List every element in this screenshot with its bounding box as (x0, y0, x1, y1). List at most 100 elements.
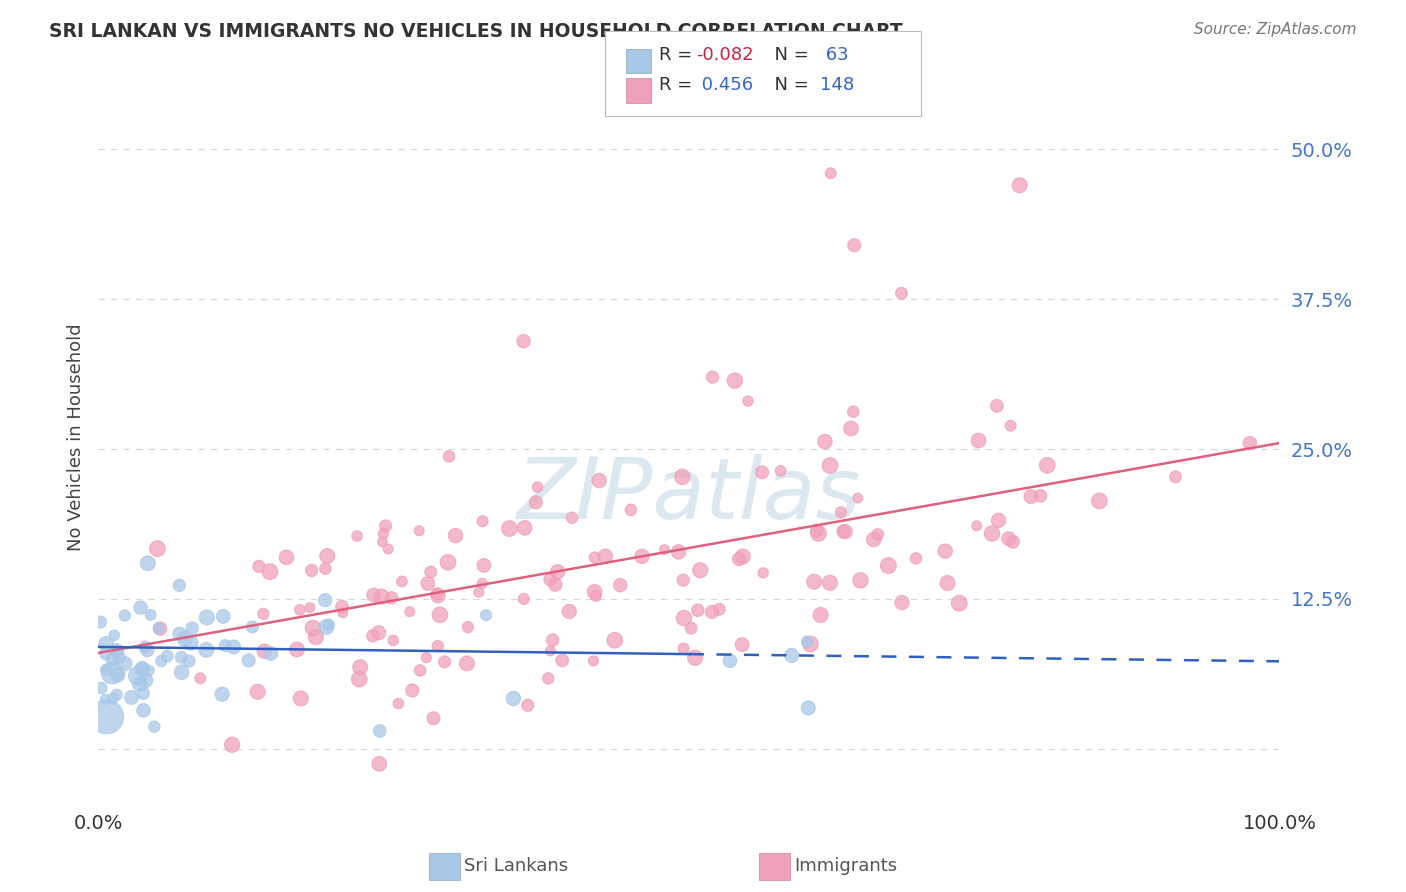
Point (1001, 534, 1024, 549)
Point (513, 521, 536, 535)
Point (132, 703, 155, 717)
Point (132, 686, 155, 700)
Point (105, 688, 128, 702)
Point (471, 576, 494, 591)
Point (551, 653, 574, 667)
Point (401, 683, 423, 698)
Text: Sri Lankans: Sri Lankans (464, 857, 568, 875)
Point (316, 549, 339, 563)
Point (94, 692, 117, 706)
Point (247, 559, 270, 574)
Point (426, 587, 449, 601)
Point (426, 639, 449, 653)
Point (222, 640, 245, 654)
Point (408, 524, 430, 538)
Point (936, 576, 959, 591)
Point (585, 589, 607, 603)
Point (582, 654, 605, 668)
Point (318, 617, 340, 632)
Point (429, 607, 451, 622)
Point (502, 691, 524, 706)
Point (156, 648, 179, 663)
Point (468, 585, 491, 599)
Text: Immigrants: Immigrants (794, 857, 897, 875)
Text: 0.456: 0.456 (696, 76, 754, 94)
Point (422, 711, 444, 725)
Point (387, 697, 409, 711)
Point (558, 604, 581, 618)
Point (689, 563, 711, 577)
Point (471, 514, 494, 528)
Point (731, 638, 754, 652)
Text: 148: 148 (820, 76, 853, 94)
Point (129, 600, 152, 615)
Point (107, 644, 129, 658)
Point (849, 574, 872, 588)
Point (349, 660, 371, 674)
Point (149, 622, 172, 636)
Point (290, 691, 312, 706)
Point (416, 576, 439, 591)
Point (541, 633, 564, 648)
Point (796, 635, 818, 649)
Text: R =: R = (659, 76, 699, 94)
Point (305, 630, 328, 644)
Point (668, 545, 690, 559)
Point (832, 524, 855, 539)
Point (177, 654, 200, 668)
Point (966, 518, 988, 533)
Point (595, 549, 617, 564)
Text: -0.082: -0.082 (696, 46, 754, 64)
Point (382, 633, 405, 648)
Point (538, 644, 561, 658)
Point (427, 589, 450, 603)
Point (96, 637, 118, 651)
Point (751, 465, 773, 479)
Point (631, 549, 654, 564)
Point (538, 573, 561, 587)
Point (314, 593, 336, 607)
Point (830, 505, 852, 519)
Point (180, 636, 202, 650)
Point (818, 458, 841, 473)
Point (683, 650, 706, 665)
Point (368, 723, 391, 738)
Point (419, 565, 441, 579)
Point (457, 620, 479, 634)
Point (103, 691, 125, 706)
Point (797, 701, 820, 715)
Point (948, 596, 970, 610)
Point (221, 738, 243, 752)
Point (188, 671, 211, 685)
Point (967, 434, 990, 448)
Point (769, 464, 792, 478)
Point (475, 608, 498, 623)
Point (374, 519, 396, 533)
Point (371, 534, 394, 549)
Point (373, 526, 395, 541)
Point (1239, 436, 1261, 450)
Point (456, 657, 478, 671)
Point (997, 532, 1019, 546)
Point (415, 650, 437, 665)
Point (170, 665, 193, 680)
Point (96, 663, 118, 677)
Point (810, 607, 832, 622)
Point (681, 621, 703, 635)
Point (891, 595, 914, 609)
Point (818, 575, 841, 590)
Point (620, 503, 643, 517)
Point (1036, 458, 1059, 473)
Point (728, 552, 751, 566)
Point (472, 558, 495, 573)
Point (799, 637, 821, 651)
Point (377, 541, 399, 556)
Point (398, 605, 420, 619)
Text: N =: N = (763, 46, 815, 64)
Point (259, 565, 281, 579)
Text: R =: R = (659, 46, 699, 64)
Point (437, 450, 460, 464)
Point (361, 629, 384, 643)
Point (700, 605, 723, 619)
Point (905, 551, 928, 566)
